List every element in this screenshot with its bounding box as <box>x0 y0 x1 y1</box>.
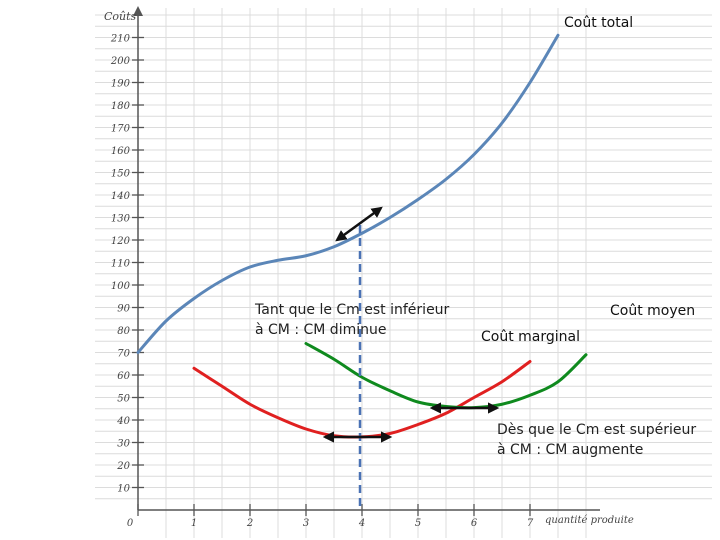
y-tick-label: 160 <box>111 146 131 157</box>
note-cm-below: Tant que le Cm est inférieur à CM : CM d… <box>255 302 450 338</box>
y-axis-label: Coûts <box>104 10 137 23</box>
y-tick-label: 140 <box>111 191 131 202</box>
x-tick-label: 2 <box>246 518 253 529</box>
marker-group <box>322 206 500 510</box>
tangent-arrow-total <box>335 206 383 242</box>
y-tick-label: 90 <box>117 304 130 315</box>
note-cm-above: Dès que le Cm est supérieur à CM : CM au… <box>497 422 697 458</box>
x-tick-label: 0 <box>127 518 134 529</box>
y-tick-label: 10 <box>117 484 130 495</box>
y-tick-label: 30 <box>117 439 130 450</box>
x-tick-label: 3 <box>303 518 309 529</box>
y-tick-label: 150 <box>111 169 131 180</box>
y-tick-label: 110 <box>111 259 131 270</box>
x-tick-label: 4 <box>358 518 365 529</box>
y-tick-label: 80 <box>117 326 130 337</box>
y-tick-label: 170 <box>111 124 131 135</box>
x-tick-label: 6 <box>471 518 478 529</box>
y-tick-label: 120 <box>111 236 131 247</box>
tick-labels: 1020304050607080901001101201301401501601… <box>110 34 534 530</box>
y-tick-label: 190 <box>111 79 131 90</box>
label-cout-total: Coût total <box>564 15 633 31</box>
grid <box>95 8 712 538</box>
x-tick-label: 7 <box>527 518 534 529</box>
y-tick-label: 100 <box>111 281 131 292</box>
label-cout-moyen: Coût moyen <box>610 303 695 319</box>
y-axis-arrow <box>133 6 143 16</box>
x-axis-label: quantité produite <box>545 515 634 526</box>
y-tick-label: 40 <box>116 416 130 427</box>
y-tick-label: 180 <box>111 101 131 112</box>
y-tick-label: 20 <box>116 461 130 472</box>
y-tick-label: 200 <box>110 56 131 67</box>
x-tick-label: 5 <box>415 518 421 529</box>
y-tick-label: 130 <box>111 214 131 225</box>
y-tick-label: 210 <box>110 34 131 45</box>
label-cout-marginal: Coût marginal <box>481 329 580 345</box>
y-tick-label: 50 <box>117 394 130 405</box>
axes: Coûts quantité produite <box>104 6 634 526</box>
x-tick-label: 1 <box>191 518 197 529</box>
y-tick-label: 60 <box>117 371 130 382</box>
y-tick-label: 70 <box>117 349 130 360</box>
